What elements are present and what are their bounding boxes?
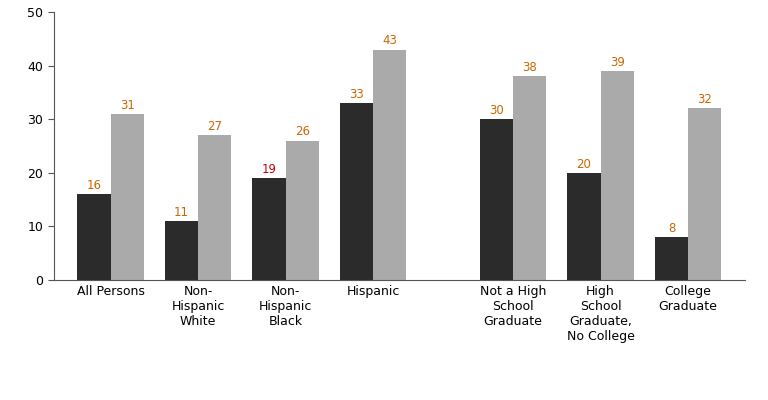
Bar — [198, 135, 231, 280]
Text: 38: 38 — [522, 61, 537, 74]
Text: 30: 30 — [489, 104, 504, 117]
Text: 43: 43 — [382, 34, 397, 47]
Bar — [340, 103, 373, 280]
Bar — [655, 237, 688, 280]
Bar — [165, 221, 198, 280]
Text: 19: 19 — [261, 163, 276, 176]
Text: 8: 8 — [668, 222, 675, 235]
Bar — [513, 76, 546, 280]
Text: 20: 20 — [577, 158, 591, 171]
Bar — [568, 173, 601, 280]
Text: 39: 39 — [610, 56, 624, 69]
Text: 11: 11 — [174, 206, 189, 219]
Bar — [373, 50, 406, 280]
Text: 33: 33 — [349, 88, 364, 101]
Bar — [601, 71, 634, 280]
Text: 16: 16 — [87, 179, 101, 192]
Bar — [78, 194, 111, 280]
Bar — [480, 119, 513, 280]
Bar — [286, 141, 319, 280]
Bar — [253, 178, 286, 280]
Text: 31: 31 — [120, 99, 134, 112]
Bar — [111, 114, 144, 280]
Legend: All Persons, Poor Persons: All Persons, Poor Persons — [280, 399, 518, 400]
Text: 32: 32 — [697, 93, 712, 106]
Bar — [688, 108, 721, 280]
Text: 26: 26 — [295, 126, 310, 138]
Text: 27: 27 — [207, 120, 222, 133]
